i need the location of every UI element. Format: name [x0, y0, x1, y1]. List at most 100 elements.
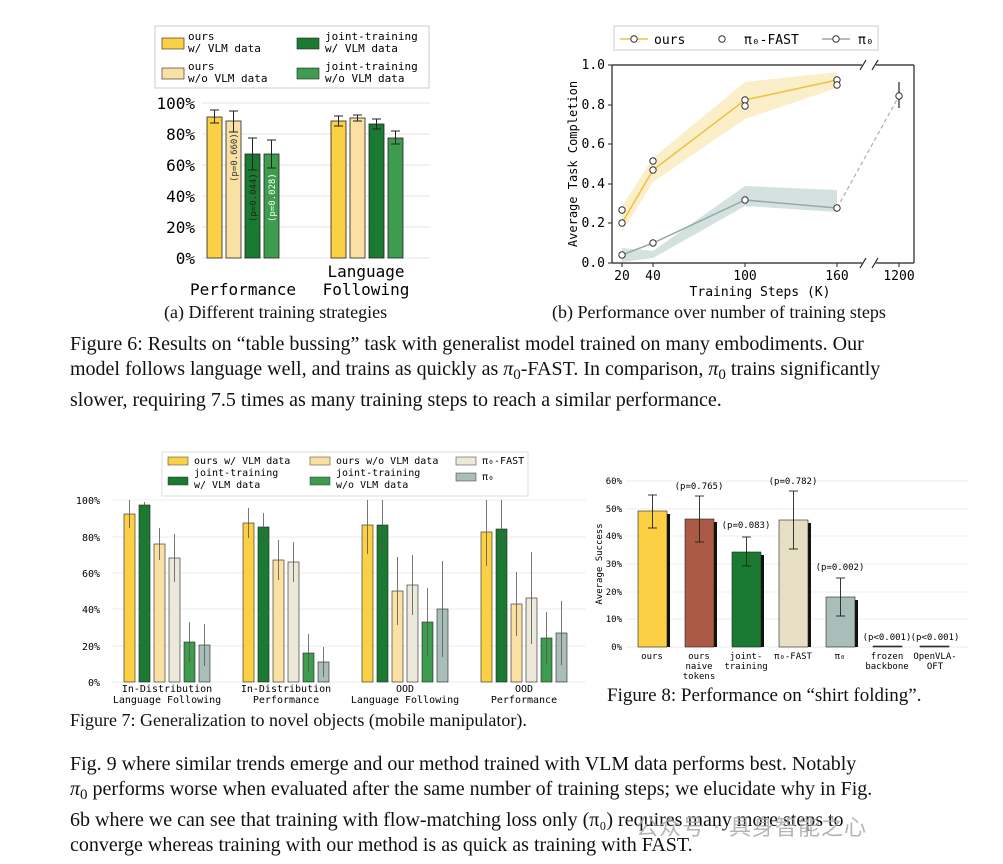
x-category-label: OFT — [927, 662, 944, 672]
x-group-label: Language Following — [351, 695, 459, 706]
y-tick-label: 40% — [606, 532, 623, 542]
bar — [637, 510, 668, 648]
p-value-label: (p=0.083) — [722, 521, 771, 531]
marker-pi0-fast — [833, 81, 841, 89]
fig6a-caption: (a) Different training strategies — [164, 302, 388, 322]
marker-pi0-fast — [741, 102, 749, 110]
y-tick-label: 1.0 — [582, 58, 605, 73]
x-group-label: Performance — [253, 695, 319, 706]
fig-label: Figure 6: — [70, 333, 143, 355]
legend-label: joint-training — [325, 30, 418, 43]
y-tick-label: 0% — [611, 643, 622, 653]
x-axis-label: Training Steps (K) — [690, 285, 831, 300]
p-value-label: (p<0.001) — [863, 633, 912, 643]
legend-label: π₀-FAST — [482, 456, 524, 467]
x-category-label: ours — [641, 652, 663, 662]
p-value-label: (p<0.001) — [911, 633, 960, 643]
marker-pi0 — [833, 204, 841, 212]
x-category-label: naive — [685, 662, 712, 672]
legend-swatch — [296, 67, 320, 80]
fig6b-chart: ours π₀-FAST π₀ 0.0 0.2 0.4 0.6 0.8 1.0 … — [566, 25, 915, 300]
y-tick-label: 20% — [166, 218, 195, 237]
x-category-label: π₀-FAST — [774, 652, 813, 662]
y-tick-label: 60% — [82, 569, 100, 580]
x-tick-label: 160 — [825, 269, 848, 284]
y-tick-label: 20% — [606, 588, 623, 598]
fig6-caption: Figure 6: Results on “table bussing” tas… — [70, 333, 881, 411]
legend-label: w/ VLM data — [188, 42, 261, 55]
marker-pi0 — [618, 251, 626, 259]
y-tick-label: 100% — [156, 94, 195, 113]
bar — [387, 137, 404, 259]
legend-marker — [718, 35, 726, 43]
p-value-label: (p=0.765) — [675, 482, 724, 492]
marker-pi0-fast — [649, 157, 657, 165]
legend-label: ours w/o VLM data — [336, 456, 438, 467]
x-category-label: Language — [327, 262, 404, 281]
x-category-label: π₀ — [835, 652, 846, 662]
x-tick-label: 40 — [645, 269, 661, 284]
y-tick-label: 60% — [166, 156, 195, 175]
bar — [872, 645, 903, 648]
bar — [206, 116, 223, 259]
watermark: 公众号 · 具身智能之心 — [636, 816, 867, 841]
bar — [138, 504, 151, 683]
bar — [368, 123, 385, 259]
legend-label: joint-training — [194, 468, 278, 479]
x-category-label: backbone — [865, 662, 908, 672]
y-tick-label: 60% — [606, 477, 623, 487]
y-tick-label: 40% — [82, 605, 100, 616]
p-value-label: (p=0.044) — [249, 173, 259, 222]
x-category-label: OpenVLA- — [913, 652, 956, 662]
y-tick-label: 0% — [88, 678, 100, 689]
legend-marker — [832, 35, 840, 43]
x-tick-label: 20 — [614, 269, 630, 284]
x-tick-label: 100 — [733, 269, 756, 284]
p-value-label: (p=0.002) — [816, 563, 865, 573]
y-tick-label: 0.6 — [582, 137, 605, 152]
y-tick-label: 10% — [606, 615, 623, 625]
legend-label: π₀ — [482, 472, 494, 483]
x-group-label: In-Distribution — [241, 684, 331, 695]
legend-label: π₀-FAST — [744, 33, 799, 48]
marker-pi0-fast — [618, 206, 626, 214]
y-tick-label: 30% — [606, 560, 623, 570]
y-tick-label: 80% — [82, 533, 100, 544]
y-axis-label: Average Success — [595, 523, 605, 604]
legend-label: w/o VLM data — [336, 480, 408, 491]
y-tick-label: 100% — [76, 496, 100, 507]
body-paragraph: Fig. 9 where similar trends emerge and o… — [70, 753, 873, 856]
marker-pi0 — [741, 196, 749, 204]
legend-swatch — [296, 37, 320, 50]
legend-label: joint-training — [336, 468, 420, 479]
legend-label: ours — [654, 33, 685, 48]
fig7-caption: Figure 7: Generalization to novel object… — [70, 710, 527, 730]
p-value-label: (p=0.782) — [769, 477, 818, 487]
marker-ours — [741, 96, 749, 104]
y-tick-label: 0.8 — [582, 98, 605, 113]
y-tick-label: 0.2 — [582, 216, 605, 231]
legend-label: π₀ — [858, 33, 874, 48]
series-line-ours — [621, 79, 838, 224]
p-value-label: (p=0.028) — [268, 173, 278, 222]
y-tick-label: 80% — [166, 125, 195, 144]
bar — [919, 645, 950, 648]
legend-label: w/ VLM data — [194, 480, 260, 491]
x-group-label: OOD — [515, 684, 533, 695]
series-line-pi0 — [621, 199, 838, 256]
x-category-label: ours — [688, 652, 710, 662]
bar — [330, 120, 347, 259]
legend-label: ours w/ VLM data — [194, 456, 290, 467]
fig8-chart: 0% 10% 20% 30% 40% 50% 60% Average Succe… — [595, 477, 968, 682]
y-tick-label: 0.0 — [582, 256, 605, 271]
legend-label: w/o VLM data — [325, 72, 404, 85]
legend-label: joint-training — [325, 60, 418, 73]
y-tick-label: 0% — [176, 249, 196, 268]
marker-ours — [649, 166, 657, 174]
y-tick-label: 50% — [606, 505, 623, 515]
fig6b-caption: (b) Performance over number of training … — [552, 302, 886, 322]
p-value-label: (p=0.660) — [230, 133, 240, 182]
bar — [153, 543, 166, 683]
marker-pi0 — [895, 92, 903, 100]
x-category-label: Following — [323, 280, 410, 299]
